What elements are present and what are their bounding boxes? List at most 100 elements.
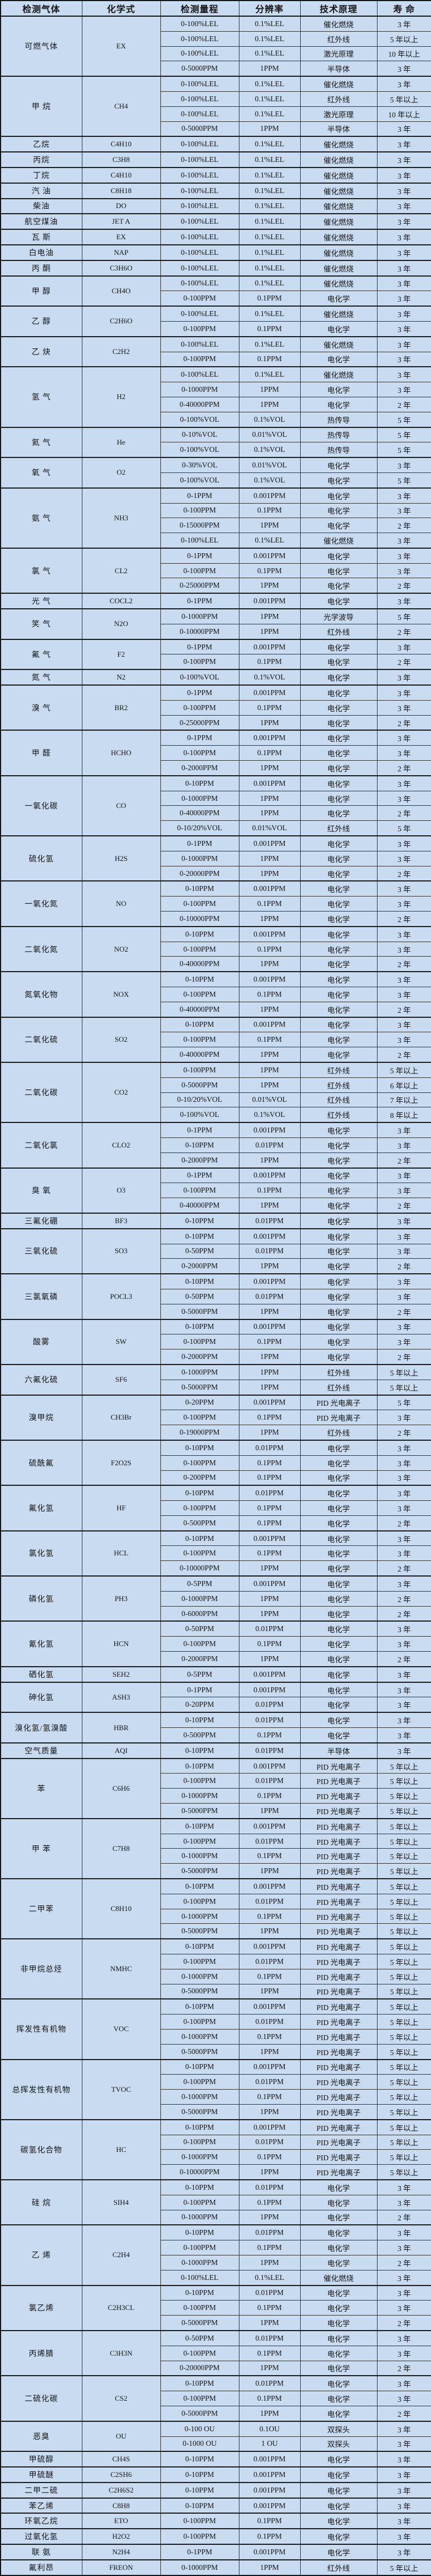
range-cell: 0-1000PPM (160, 608, 239, 624)
range-cell: 0-100%LEL (160, 366, 239, 383)
range-cell: 0-100PPM (160, 2074, 239, 2090)
principle-cell: 电化学 (300, 2451, 378, 2467)
table-row: 甲硫醇 CH4S 0-10PPM 0.001PPM 电化学 3 年 (0, 2451, 431, 2467)
principle-cell: 电化学 (300, 715, 378, 731)
resolution-cell: 0.001PPM (238, 971, 301, 988)
lifespan-cell: 3 年 (376, 987, 431, 1002)
formula-cell: HCL (81, 1530, 161, 1577)
table-row: 0-100PPM 0.1PPM 电化学 3 年 (1, 700, 431, 716)
resolution-cell: 0.1PPM (238, 2149, 301, 2165)
lifespan-cell: 5 年以上 (376, 1908, 431, 1924)
range-cell: 0-10PPM (160, 2451, 239, 2467)
range-cell: 0-100%LEL (160, 336, 239, 352)
table-row: 砷化氢 ASH3 0-1PPM 0.001PPM 电化学 3 年 (0, 1681, 431, 1713)
formula-cell: PH3 (81, 1575, 161, 1622)
range-cell: 0-10PPM (160, 1228, 239, 1244)
resolution-cell: 0.001PPM (238, 1228, 301, 1244)
lifespan-cell: 5 年以上 (376, 1363, 431, 1380)
resolution-cell: 1PPM (238, 1803, 301, 1819)
range-cell: 0-100%VOL (160, 411, 239, 428)
lifespan-cell: 5 年以上 (376, 2164, 431, 2180)
range-cell: 0-100%LEL (160, 533, 239, 549)
resolution-cell: 1PPM (238, 1425, 301, 1441)
gas-name-cell: 三氯氧磷 (0, 1273, 82, 1320)
table-row: 臭 氧 O3 0-1PPM 0.001PPM 电化学 3 年 (0, 1167, 431, 1214)
range-cell: 0-10PPM (160, 2284, 239, 2301)
lifespan-cell: 2 年 (376, 805, 431, 821)
lifespan-cell: 5 年以上 (376, 2058, 431, 2075)
resolution-cell: 0.1%LEL (238, 76, 301, 92)
resolution-cell: 0.1OU (238, 2420, 301, 2437)
lifespan-cell: 2 年 (376, 2315, 431, 2331)
range-cell: 0-10PPM (160, 1998, 239, 2015)
lifespan-cell: 5 年以上 (376, 31, 431, 47)
formula-cell: POCL3 (81, 1273, 161, 1320)
formula-cell: EX (81, 15, 161, 77)
lifespan-cell: 3 年 (376, 896, 431, 912)
range-cell: 0-100PPM (160, 1032, 239, 1048)
table-row: 总挥发性有机物 TVOC 0-10PPM 0.001PPM PID 光电离子 5 年以上 (0, 2058, 431, 2120)
table-row: 溴化氢/氢溴酸 HBR 0-10PPM 0.01PPM 电化学 3 年 (0, 1712, 431, 1743)
resolution-cell: 0.001PPM (238, 487, 301, 504)
table-header: 检测气体 化学式 检测量程 分辨率 技术原理寿 命 (0, 0, 431, 17)
principle-cell: PID 光电离子 (300, 1923, 378, 1939)
lifespan-cell: 3 年 (376, 1273, 431, 1289)
lifespan-cell: 3 年 (376, 244, 431, 261)
range-cell: 0-100%LEL (160, 166, 239, 184)
table-row: 0-100PPM 0.1PPM 电化学 3 年 (1, 745, 431, 761)
table-row: 氨 气 NH3 0-1PPM 0.001PPM 电化学 3 年 (0, 487, 431, 549)
header-cell-5: 寿 命 (376, 0, 431, 17)
range-cell: 0-5PPM (160, 1666, 239, 1683)
principle-cell: 电化学 (300, 1243, 378, 1259)
formula-cell: CS2 (81, 2375, 161, 2422)
table-row: 乙 醇 C2H6O 0-100%LEL 0.1%LEL 催化燃烧 3 年 (0, 306, 431, 337)
lifespan-cell: 3 年 (376, 925, 431, 942)
formula-cell: FREON (81, 2559, 161, 2576)
formula-cell: C4H10 (81, 166, 161, 184)
principle-cell: 电化学 (300, 1515, 378, 1531)
resolution-cell: 0.1%LEL (238, 306, 301, 322)
range-cell: 0-1000 OU (160, 2436, 239, 2452)
lifespan-cell: 3 年 (376, 151, 431, 168)
formula-cell: C7H8 (81, 1818, 161, 1879)
gas-name-cell: 氯 气 (0, 547, 82, 594)
range-cell: 0-2000PPM (160, 1651, 239, 1667)
principle-cell: 电化学 (300, 2209, 378, 2225)
table-row: 0-1000PPM 1PPM 电化学 3 年 (1, 790, 431, 806)
lifespan-cell: 3 年 (376, 775, 431, 791)
gas-name-cell: 柴油 (0, 198, 82, 214)
range-cell: 0-100PPM (160, 290, 239, 307)
range-cell: 0-100PPM (160, 1545, 239, 1562)
table-row: 0-10/20%VOL 0.01%VOL 红外线 7 年以上 (1, 1092, 431, 1108)
table-row: 0-100PPM 0.1PPM 电化学 3 年 (1, 2194, 431, 2210)
gas-name-cell: 二氧化硫 (0, 1016, 82, 1063)
range-cell: 0-10PPM (160, 1439, 239, 1456)
resolution-cell: 1PPM (238, 518, 301, 534)
lifespan-cell: 3 年 (376, 1167, 431, 1184)
principle-cell: 电化学 (300, 1137, 378, 1153)
table-row: 0-5000PPM 1PPM PID 光电离子 5 年以上 (1, 1863, 431, 1879)
principle-cell: 电化学 (300, 1303, 378, 1320)
lifespan-cell: 3 年 (376, 1288, 431, 1304)
resolution-cell: 0.001PPM (238, 1167, 301, 1184)
table-row: 0-1000PPM 0.1PPM PID 光电离子 5 年以上 (1, 2149, 431, 2165)
principle-cell: 双探头 (300, 2420, 378, 2437)
formula-cell: C8H18 (81, 182, 161, 199)
lifespan-cell: 10 年以上 (376, 46, 431, 62)
principle-cell: 红外线 (300, 91, 378, 107)
range-cell: 0-10PPM (160, 1273, 239, 1289)
table-row: 0-5000PPM 1PPM PID 光电离子 5 年以上 (1, 1983, 431, 1999)
range-cell: 0-100PPM (160, 2391, 239, 2406)
resolution-cell: 0.01PPM (238, 2224, 301, 2241)
principle-cell: 热传导 (300, 411, 378, 428)
principle-cell: 半导体 (300, 1742, 378, 1759)
formula-cell: He (81, 426, 161, 458)
gas-name-cell: 瓦 斯 (0, 229, 82, 245)
range-cell: 0-100PPM (160, 941, 239, 957)
resolution-cell: 0.01PPM (238, 1697, 301, 1713)
principle-cell: 激光原理 (300, 106, 378, 122)
header-cell-0: 检测气体 (0, 0, 82, 17)
range-cell: 0-10000PPM (160, 623, 239, 640)
table-row: 0-1000PPM 1PPM 电化学 3 年 (1, 850, 431, 866)
resolution-cell: 0.01PPM (238, 2074, 301, 2090)
